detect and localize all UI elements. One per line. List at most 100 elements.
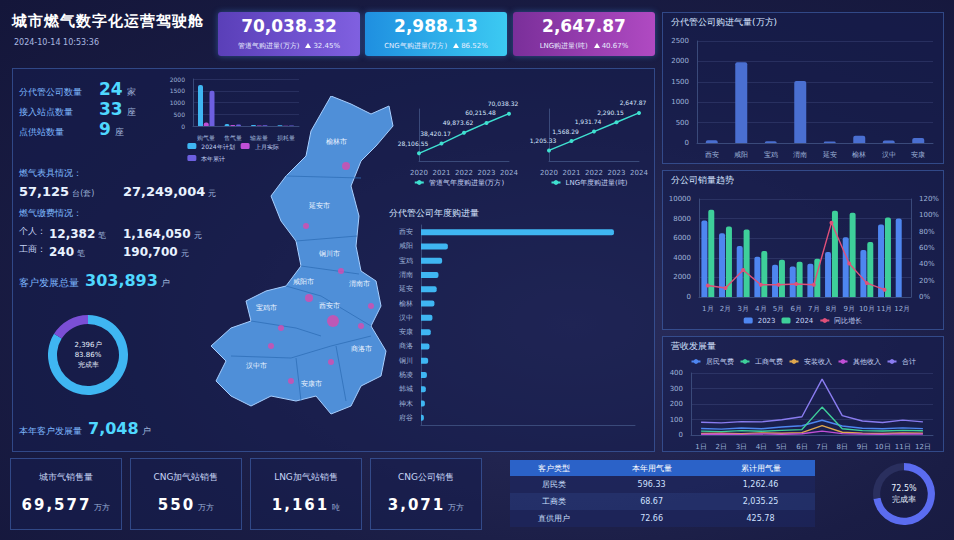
svg-text:2020: 2020	[540, 169, 558, 177]
svg-text:榆林: 榆林	[852, 151, 866, 159]
svg-text:1日: 1日	[695, 443, 706, 451]
svg-text:LNG年度购进量(吨): LNG年度购进量(吨)	[565, 179, 627, 187]
svg-text:安康: 安康	[399, 328, 413, 336]
svg-text:100%: 100%	[919, 211, 939, 219]
svg-text:60%: 60%	[919, 244, 935, 252]
svg-text:2022: 2022	[585, 169, 603, 177]
svg-text:汉中: 汉中	[882, 151, 896, 159]
svg-text:其他收入: 其他收入	[853, 358, 881, 366]
svg-text:10日: 10日	[875, 443, 891, 451]
svg-text:500: 500	[174, 111, 186, 118]
svg-text:汉中: 汉中	[399, 314, 413, 322]
svg-text:8日: 8日	[837, 443, 848, 451]
svg-text:3日: 3日	[736, 443, 747, 451]
svg-text:2000: 2000	[671, 57, 689, 65]
svg-text:9日: 9日	[857, 443, 868, 451]
svg-text:12日: 12日	[915, 443, 931, 451]
svg-text:2021: 2021	[433, 169, 451, 177]
svg-text:榆林: 榆林	[399, 300, 413, 308]
svg-text:0: 0	[181, 123, 185, 130]
svg-text:4000: 4000	[673, 254, 691, 262]
svg-text:6000: 6000	[673, 234, 691, 242]
svg-text:2000: 2000	[673, 273, 691, 281]
svg-text:12月: 12月	[894, 305, 910, 313]
svg-text:神木: 神木	[399, 400, 413, 408]
svg-text:0: 0	[685, 139, 689, 147]
svg-text:韩城: 韩城	[399, 385, 413, 393]
svg-text:铜川市: 铜川市	[318, 250, 340, 258]
svg-text:11日: 11日	[895, 443, 911, 451]
svg-text:商洛市: 商洛市	[351, 345, 372, 353]
svg-text:咸阳: 咸阳	[399, 242, 413, 250]
svg-text:6日: 6日	[796, 443, 807, 451]
svg-text:60,215.48: 60,215.48	[465, 109, 496, 116]
svg-text:2500: 2500	[671, 37, 689, 45]
svg-text:2021: 2021	[563, 169, 581, 177]
svg-text:府谷: 府谷	[399, 414, 413, 422]
svg-text:1,568.29: 1,568.29	[552, 128, 579, 135]
svg-text:榆林市: 榆林市	[326, 138, 347, 146]
svg-text:8月: 8月	[826, 305, 837, 313]
svg-text:安康市: 安康市	[301, 380, 322, 388]
svg-text:咸阳市: 咸阳市	[293, 278, 314, 286]
svg-text:延安: 延安	[398, 285, 413, 293]
svg-text:5月: 5月	[773, 305, 784, 313]
svg-text:500: 500	[676, 119, 689, 127]
svg-text:汉中市: 汉中市	[246, 362, 267, 370]
svg-text:11月: 11月	[877, 305, 893, 313]
svg-text:西安市: 西安市	[319, 302, 340, 310]
svg-text:4日: 4日	[756, 443, 767, 451]
svg-text:2023: 2023	[478, 169, 496, 177]
svg-text:8000: 8000	[673, 215, 691, 223]
svg-text:工商气费: 工商气费	[755, 358, 783, 366]
svg-text:铜川: 铜川	[398, 357, 413, 365]
svg-text:0: 0	[679, 431, 683, 439]
svg-text:5日: 5日	[776, 443, 787, 451]
svg-text:渭南市: 渭南市	[349, 280, 370, 288]
svg-text:2022: 2022	[455, 169, 473, 177]
svg-text:28,106.55: 28,106.55	[398, 140, 429, 147]
svg-text:2023: 2023	[608, 169, 626, 177]
svg-text:70,038.32: 70,038.32	[488, 100, 519, 107]
svg-text:1,931.74: 1,931.74	[575, 118, 602, 125]
svg-text:损耗量: 损耗量	[277, 134, 295, 141]
svg-text:本年累计: 本年累计	[201, 155, 225, 162]
svg-text:1,205.33: 1,205.33	[530, 137, 557, 144]
svg-text:4月: 4月	[755, 305, 766, 313]
svg-text:2月: 2月	[720, 305, 731, 313]
svg-text:7日: 7日	[816, 443, 827, 451]
svg-text:40%: 40%	[919, 260, 935, 268]
svg-text:2024: 2024	[796, 317, 814, 325]
svg-text:2024: 2024	[630, 169, 648, 177]
svg-text:商洛: 商洛	[399, 342, 413, 350]
svg-text:杨凌: 杨凌	[398, 371, 413, 379]
svg-text:2000: 2000	[170, 76, 185, 83]
svg-text:管道气年度购进量(万方): 管道气年度购进量(万方)	[429, 179, 505, 187]
svg-text:20%: 20%	[919, 277, 935, 285]
svg-text:1000: 1000	[170, 99, 185, 106]
svg-text:合计: 合计	[902, 358, 916, 366]
svg-text:300: 300	[670, 385, 683, 393]
svg-text:7月: 7月	[808, 305, 819, 313]
svg-text:1500: 1500	[170, 87, 185, 94]
svg-text:6月: 6月	[790, 305, 801, 313]
svg-text:80%: 80%	[919, 228, 935, 236]
svg-text:0: 0	[687, 293, 691, 301]
svg-text:0%: 0%	[919, 293, 930, 301]
svg-text:10000: 10000	[669, 195, 691, 203]
svg-text:1000: 1000	[671, 98, 689, 106]
svg-text:49,873.62: 49,873.62	[443, 119, 474, 126]
svg-text:渭南: 渭南	[399, 271, 413, 279]
svg-text:宝鸡: 宝鸡	[399, 257, 413, 265]
svg-text:10月: 10月	[859, 305, 875, 313]
svg-text:400: 400	[670, 369, 683, 377]
svg-text:售气量: 售气量	[224, 134, 242, 141]
svg-text:安康: 安康	[911, 151, 925, 159]
svg-text:100: 100	[670, 416, 683, 424]
svg-text:2024年计划: 2024年计划	[201, 143, 234, 150]
svg-text:上月实际: 上月实际	[255, 143, 279, 150]
svg-text:宝鸡市: 宝鸡市	[256, 304, 277, 312]
svg-text:安装收入: 安装收入	[804, 358, 832, 366]
svg-text:购气量: 购气量	[197, 134, 215, 141]
svg-text:延安市: 延安市	[308, 202, 330, 210]
